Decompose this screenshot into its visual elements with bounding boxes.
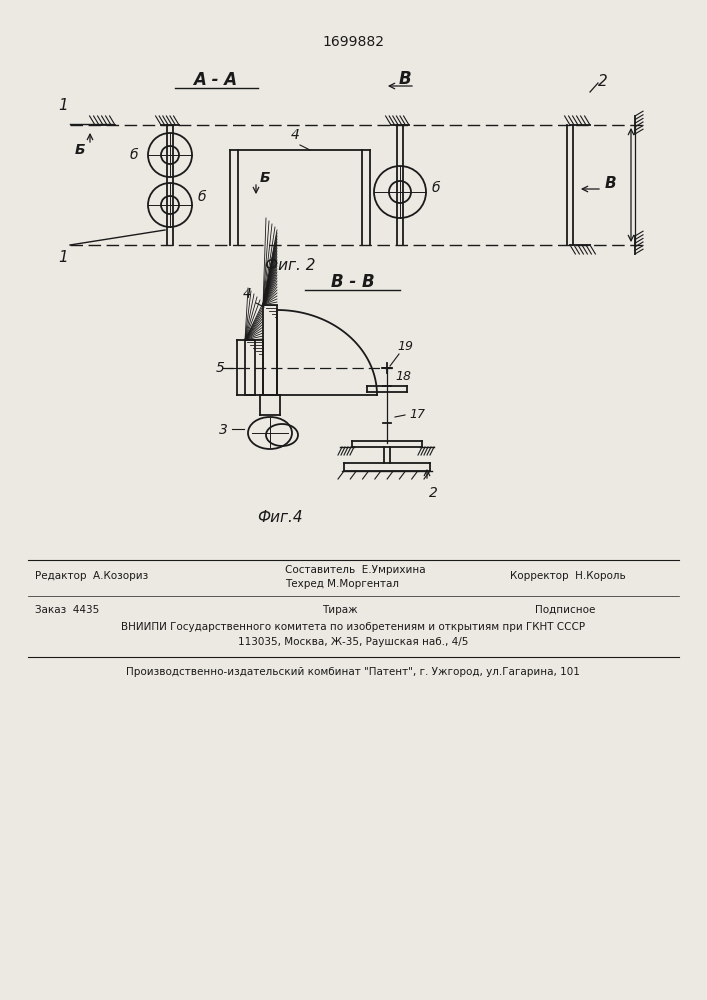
Text: ВНИИПИ Государственного комитета по изобретениям и открытиям при ГКНТ СССР: ВНИИПИ Государственного комитета по изоб… [121,622,585,632]
Text: 4: 4 [243,287,252,301]
Text: 4: 4 [291,128,300,142]
Text: 1699882: 1699882 [322,35,384,49]
Text: 18: 18 [395,370,411,383]
Text: 1: 1 [58,98,68,113]
Text: В: В [605,176,617,190]
Text: В - В: В - В [331,273,375,291]
Text: б: б [432,181,440,195]
Text: Б: Б [74,143,85,157]
Text: б: б [198,190,206,204]
Text: 1: 1 [58,250,68,265]
Text: В: В [399,70,411,88]
Text: 2: 2 [429,486,438,500]
Text: Заказ  4435: Заказ 4435 [35,605,99,615]
Text: Редактор  А.Козориз: Редактор А.Козориз [35,571,148,581]
Text: б: б [129,148,138,162]
Text: Подписное: Подписное [534,605,595,615]
Text: 17: 17 [409,408,425,422]
Text: 2: 2 [598,74,608,89]
Bar [245,340,263,395]
Text: 113035, Москва, Ж-35, Раушская наб., 4/5: 113035, Москва, Ж-35, Раушская наб., 4/5 [238,637,468,647]
Text: Техред М.Моргентал: Техред М.Моргентал [285,579,399,589]
Text: А - А: А - А [193,71,237,89]
Text: Корректор  Н.Король: Корректор Н.Король [510,571,626,581]
Text: Составитель  Е.Умрихина: Составитель Е.Умрихина [285,565,426,575]
Text: Тираж: Тираж [322,605,358,615]
Text: 3: 3 [219,423,228,437]
Bar [263,305,277,395]
Text: Производственно-издательский комбинат "Патент", г. Ужгород, ул.Гагарина, 101: Производственно-издательский комбинат "П… [126,667,580,677]
Text: Фиг.4: Фиг.4 [257,510,303,526]
Text: 5: 5 [216,361,225,375]
Text: Фиг. 2: Фиг. 2 [264,257,315,272]
Text: 19: 19 [397,340,413,353]
Text: Б: Б [260,171,271,185]
